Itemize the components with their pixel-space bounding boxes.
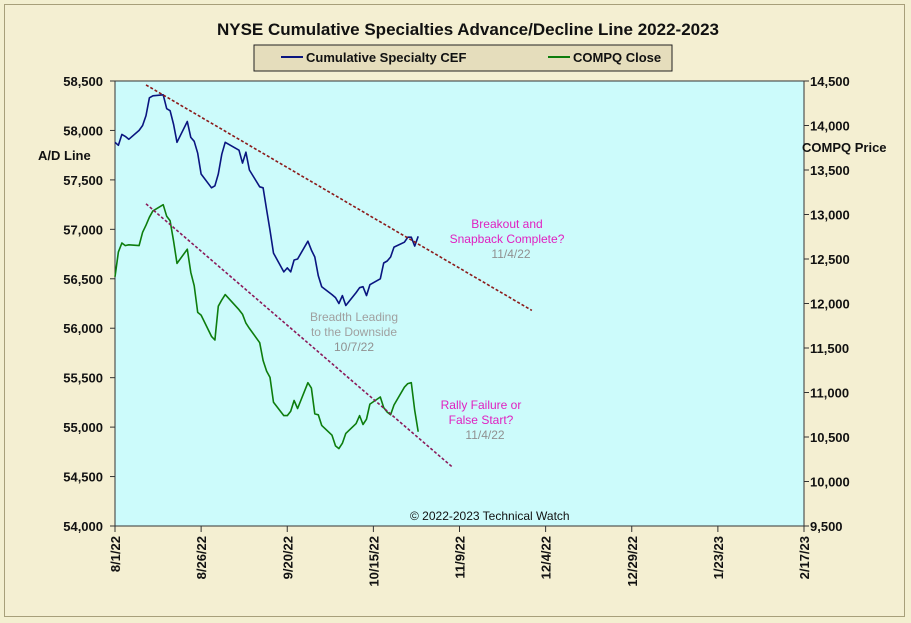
left-tick-label: 54,000 [63, 519, 103, 534]
right-tick-label: 12,000 [810, 297, 850, 312]
annotation-1-date: 11/4/22 [491, 247, 530, 261]
copyright-text: © 2022-2023 Technical Watch [410, 509, 570, 523]
annotation-3-line-2: False Start? [449, 413, 514, 427]
left-tick-label: 56,500 [63, 272, 103, 287]
left-tick-label: 54,500 [63, 470, 103, 485]
trendline-2 [145, 203, 454, 468]
left-tick-label: 58,000 [63, 123, 103, 138]
x-tick-label: 1/23/23 [711, 536, 726, 579]
x-tick-label: 11/9/22 [453, 536, 468, 579]
x-tick-label: 2/17/23 [797, 536, 812, 579]
legend-label-2: COMPQ Close [573, 50, 661, 65]
x-tick-label: 12/4/22 [539, 536, 554, 579]
left-axis-label: A/D Line [38, 148, 91, 163]
right-tick-label: 10,500 [810, 430, 850, 445]
annotation-3-line-1: Rally Failure or [441, 398, 522, 412]
trendline-1 [145, 84, 533, 312]
series-line-2 [114, 203, 419, 450]
x-tick-label: 12/29/22 [625, 536, 640, 587]
left-tick-label: 57,000 [63, 222, 103, 237]
legend-box [253, 44, 673, 72]
x-tick-label: 10/15/22 [366, 536, 381, 587]
chart-svg: NYSE Cumulative Specialties Advance/Decl… [38, 20, 887, 587]
annotation-2-date: 10/7/22 [334, 340, 374, 354]
right-tick-label: 11,000 [810, 386, 849, 401]
chart-title: NYSE Cumulative Specialties Advance/Decl… [217, 20, 719, 39]
right-tick-label: 14,000 [810, 119, 850, 134]
chart-frame: NYSE Cumulative Specialties Advance/Decl… [4, 4, 905, 617]
x-tick-label: 8/1/22 [108, 536, 123, 572]
left-tick-label: 58,500 [63, 74, 103, 89]
annotation-1-line-2: Snapback Complete? [450, 232, 565, 246]
left-tick-label: 57,500 [63, 173, 103, 188]
plot-area [114, 80, 805, 527]
right-tick-label: 10,000 [810, 475, 850, 490]
legend-label-1: Cumulative Specialty CEF [306, 50, 466, 65]
annotation-1-line-1: Breakout and [471, 217, 542, 231]
right-tick-label: 14,500 [810, 74, 850, 89]
right-tick-label: 9,500 [810, 519, 843, 534]
left-tick-label: 56,000 [63, 321, 103, 336]
annotation-2-line-1: Breadth Leading [310, 310, 398, 324]
right-tick-label: 11,500 [810, 341, 849, 356]
series-line-1 [114, 94, 419, 307]
annotation-2-line-2: to the Downside [311, 325, 397, 339]
right-tick-label: 13,000 [810, 208, 850, 223]
right-tick-label: 12,500 [810, 252, 850, 267]
x-tick-label: 8/26/22 [194, 536, 209, 579]
annotation-3-date: 11/4/22 [465, 428, 504, 442]
left-tick-label: 55,500 [63, 371, 103, 386]
right-axis-label: COMPQ Price [802, 140, 887, 155]
right-tick-label: 13,500 [810, 163, 850, 178]
x-tick-label: 9/20/22 [280, 536, 295, 579]
left-tick-label: 55,000 [63, 420, 103, 435]
